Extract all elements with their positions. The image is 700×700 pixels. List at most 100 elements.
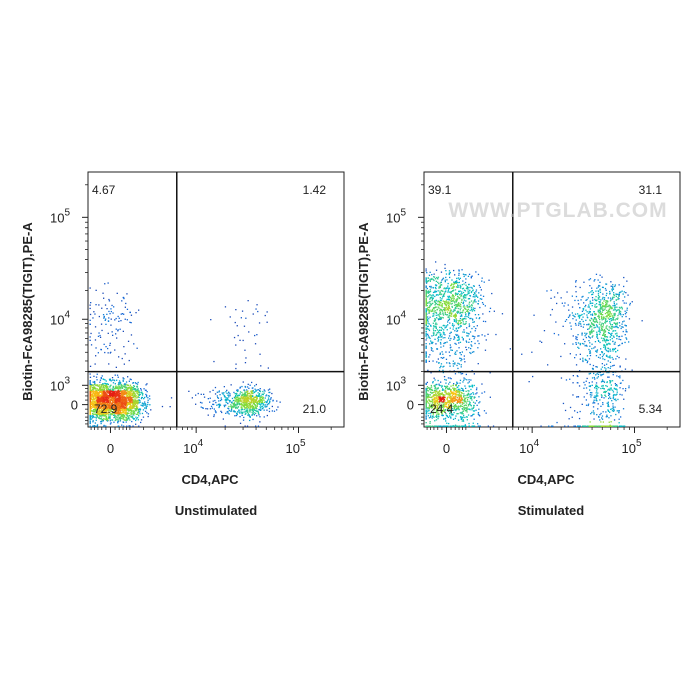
event-dot	[460, 360, 462, 362]
event-dot	[112, 393, 114, 396]
event-dot	[260, 407, 262, 409]
event-dot	[109, 415, 111, 418]
event-dot	[121, 414, 123, 416]
event-dot	[425, 331, 427, 333]
event-dot	[102, 397, 104, 399]
event-dot	[117, 395, 119, 397]
event-dot	[435, 397, 437, 399]
event-dot	[92, 395, 94, 397]
event-dot	[89, 387, 91, 389]
event-dot	[430, 304, 432, 306]
event-dot	[229, 316, 231, 318]
event-dot	[225, 412, 227, 414]
event-dot	[473, 337, 475, 340]
event-dot	[104, 319, 106, 321]
event-dot	[95, 347, 97, 349]
event-dot	[437, 358, 439, 360]
event-dot	[108, 403, 110, 406]
event-dot	[107, 419, 109, 422]
event-dot	[259, 421, 261, 423]
event-dot	[104, 400, 106, 402]
event-dot	[111, 394, 113, 396]
event-dot	[446, 329, 448, 331]
event-dot	[109, 423, 112, 425]
event-dot	[129, 419, 131, 421]
event-dot	[250, 406, 252, 408]
event-dot	[454, 316, 456, 319]
event-dot	[117, 421, 119, 423]
event-dot	[459, 412, 461, 414]
event-dot	[449, 344, 451, 346]
event-dot	[129, 378, 131, 380]
event-dot	[473, 393, 475, 395]
event-dot	[118, 390, 120, 392]
event-dot	[120, 385, 123, 387]
event-dot	[462, 405, 464, 408]
event-dot	[256, 396, 258, 398]
event-dot	[460, 307, 462, 309]
event-dot	[242, 419, 245, 421]
event-dot	[441, 296, 444, 298]
event-dot	[453, 314, 455, 316]
event-dot	[466, 309, 469, 311]
event-dot	[488, 310, 491, 313]
event-dot	[136, 390, 138, 392]
event-dot	[249, 408, 251, 410]
event-dot	[122, 377, 124, 379]
event-dot	[451, 349, 453, 351]
event-dot	[230, 384, 232, 386]
event-dot	[98, 412, 100, 414]
event-dot	[425, 300, 427, 302]
event-dot	[427, 296, 429, 298]
event-dot	[242, 411, 244, 413]
event-dot	[138, 309, 140, 311]
event-dot	[101, 385, 103, 387]
event-dot	[225, 404, 227, 406]
event-dot	[453, 406, 455, 408]
event-dot	[101, 405, 103, 408]
event-dot	[469, 317, 471, 320]
event-dot	[121, 387, 124, 389]
event-dot	[223, 405, 226, 408]
event-dot	[431, 309, 434, 311]
event-dot	[135, 419, 137, 422]
event-dot	[101, 384, 103, 386]
event-dot	[127, 398, 129, 400]
event-dot	[127, 395, 129, 397]
event-dot	[218, 406, 220, 409]
event-dot	[444, 301, 447, 303]
event-dot	[254, 407, 257, 409]
event-dot	[440, 299, 442, 302]
event-dot	[127, 390, 130, 393]
event-dot	[471, 409, 473, 411]
event-dot	[122, 412, 125, 414]
event-dot	[233, 404, 235, 406]
event-dot	[121, 418, 123, 420]
event-dot	[456, 293, 459, 296]
event-dot	[101, 409, 103, 411]
event-dot	[452, 326, 455, 328]
event-dot	[264, 406, 266, 408]
event-dot	[122, 394, 124, 397]
event-dot	[243, 403, 245, 405]
event-dot	[465, 278, 467, 280]
event-dot	[460, 371, 462, 374]
event-dot	[454, 404, 457, 406]
event-dot	[477, 314, 480, 316]
event-dot	[135, 407, 138, 409]
event-dot	[135, 408, 137, 410]
event-dot	[462, 425, 464, 427]
event-dot	[232, 410, 234, 412]
event-dot	[231, 397, 234, 400]
event-dot	[209, 408, 212, 410]
event-dot	[105, 409, 107, 412]
event-dot	[98, 315, 100, 318]
event-dot	[123, 406, 125, 408]
event-dot	[122, 421, 124, 423]
event-dot	[439, 284, 441, 286]
event-dot	[426, 319, 429, 321]
event-dot	[442, 425, 444, 427]
event-dot	[147, 415, 149, 418]
event-dot	[426, 291, 428, 293]
event-dot	[463, 358, 465, 360]
